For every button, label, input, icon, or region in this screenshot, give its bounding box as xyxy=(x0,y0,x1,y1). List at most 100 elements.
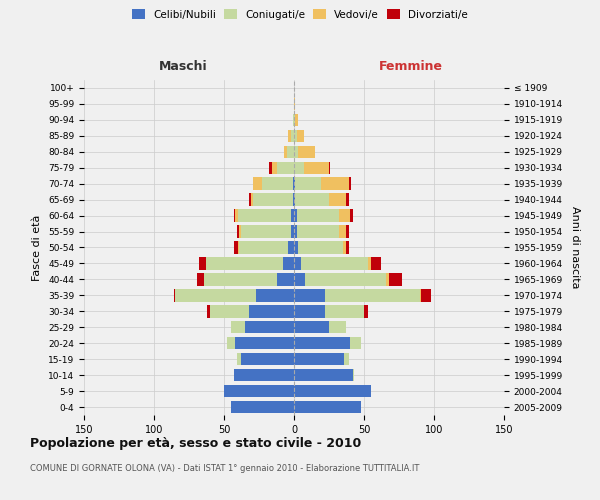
Y-axis label: Fasce di età: Fasce di età xyxy=(32,214,43,280)
Bar xyxy=(339,210,350,222)
Bar xyxy=(284,146,287,158)
Bar xyxy=(241,226,291,238)
Bar xyxy=(294,369,353,382)
Bar xyxy=(350,337,361,349)
Bar xyxy=(294,130,297,142)
Y-axis label: Anni di nascita: Anni di nascita xyxy=(569,206,580,288)
Bar xyxy=(234,369,294,382)
Bar xyxy=(294,114,295,126)
Bar xyxy=(231,321,245,334)
Bar xyxy=(297,130,304,142)
Bar xyxy=(234,210,235,222)
Bar xyxy=(304,162,329,174)
Bar xyxy=(325,305,364,318)
Bar xyxy=(239,242,289,254)
Bar xyxy=(371,257,381,270)
Bar xyxy=(197,273,205,285)
Bar xyxy=(173,289,175,302)
Bar xyxy=(353,369,354,382)
Bar xyxy=(294,162,304,174)
Bar xyxy=(294,385,371,398)
Bar xyxy=(294,98,295,110)
Bar xyxy=(239,226,241,238)
Bar xyxy=(346,242,349,254)
Bar xyxy=(349,178,352,190)
Bar xyxy=(293,178,294,190)
Bar xyxy=(231,401,294,413)
Bar xyxy=(346,194,349,206)
Bar xyxy=(249,194,251,206)
Bar xyxy=(350,210,353,222)
Bar xyxy=(277,273,294,285)
Bar xyxy=(235,337,294,349)
Bar xyxy=(294,226,297,238)
Bar xyxy=(294,289,325,302)
Text: Maschi: Maschi xyxy=(158,60,208,72)
Bar xyxy=(206,257,283,270)
Bar xyxy=(272,162,277,174)
Bar xyxy=(277,162,294,174)
Bar xyxy=(329,321,346,334)
Bar xyxy=(256,289,294,302)
Bar xyxy=(234,242,238,254)
Bar xyxy=(294,353,344,366)
Bar xyxy=(236,353,241,366)
Bar xyxy=(249,305,294,318)
Bar xyxy=(205,273,277,285)
Bar xyxy=(298,146,315,158)
Bar xyxy=(291,226,294,238)
Bar xyxy=(295,114,298,126)
Bar xyxy=(241,353,294,366)
Bar xyxy=(301,257,368,270)
Text: Popolazione per età, sesso e stato civile - 2010: Popolazione per età, sesso e stato civil… xyxy=(30,438,361,450)
Bar xyxy=(343,242,346,254)
Bar xyxy=(294,242,298,254)
Bar xyxy=(287,146,294,158)
Bar xyxy=(251,194,253,206)
Bar xyxy=(199,257,206,270)
Bar xyxy=(298,242,343,254)
Bar xyxy=(386,273,389,285)
Bar xyxy=(207,305,210,318)
Bar xyxy=(329,194,346,206)
Bar xyxy=(294,273,305,285)
Bar xyxy=(294,257,301,270)
Bar xyxy=(339,226,346,238)
Text: Femmine: Femmine xyxy=(379,60,443,72)
Bar xyxy=(295,178,320,190)
Bar xyxy=(346,226,349,238)
Bar xyxy=(294,178,295,190)
Bar xyxy=(294,321,329,334)
Bar xyxy=(294,210,297,222)
Bar xyxy=(175,289,256,302)
Bar xyxy=(224,385,294,398)
Bar xyxy=(368,257,371,270)
Text: COMUNE DI GORNATE OLONA (VA) - Dati ISTAT 1° gennaio 2010 - Elaborazione TUTTITA: COMUNE DI GORNATE OLONA (VA) - Dati ISTA… xyxy=(30,464,419,473)
Bar xyxy=(344,353,349,366)
Bar xyxy=(253,178,262,190)
Bar xyxy=(291,130,294,142)
Bar xyxy=(262,178,293,190)
Bar xyxy=(269,162,272,174)
Bar xyxy=(210,305,249,318)
Bar xyxy=(253,194,293,206)
Bar xyxy=(238,242,239,254)
Bar xyxy=(238,210,291,222)
Bar xyxy=(294,194,295,206)
Bar xyxy=(297,226,339,238)
Legend: Celibi/Nubili, Coniugati/e, Vedovi/e, Divorziati/e: Celibi/Nubili, Coniugati/e, Vedovi/e, Di… xyxy=(128,5,472,24)
Bar xyxy=(293,194,294,206)
Bar xyxy=(294,401,361,413)
Bar xyxy=(294,305,325,318)
Bar xyxy=(320,178,349,190)
Bar xyxy=(297,210,339,222)
Bar xyxy=(227,337,235,349)
Bar xyxy=(294,337,350,349)
Bar xyxy=(364,305,368,318)
Bar xyxy=(305,273,386,285)
Bar xyxy=(421,289,431,302)
Bar xyxy=(289,130,291,142)
Bar xyxy=(294,146,298,158)
Bar xyxy=(329,162,331,174)
Bar xyxy=(291,210,294,222)
